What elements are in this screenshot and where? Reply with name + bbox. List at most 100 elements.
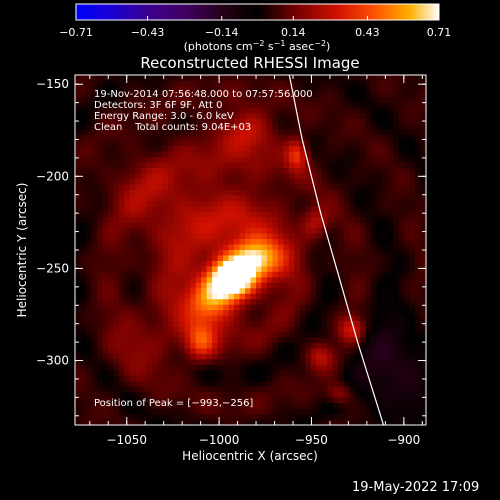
heatmap-cell	[223, 228, 230, 235]
heatmap-cell	[168, 386, 175, 393]
heatmap-cell	[404, 299, 411, 306]
heatmap-cell	[151, 310, 158, 317]
heatmap-cell	[146, 206, 153, 213]
heatmap-cell	[184, 217, 191, 224]
heatmap-cell	[250, 414, 257, 421]
heatmap-cell	[393, 228, 400, 235]
heatmap-cell	[173, 332, 180, 339]
heatmap-cell	[107, 370, 114, 377]
heatmap-cell	[234, 353, 241, 360]
heatmap-cell	[96, 146, 104, 153]
heatmap-cell	[168, 271, 175, 278]
heatmap-cell	[299, 299, 306, 306]
heatmap-cell	[354, 370, 361, 377]
heatmap-cell	[228, 222, 235, 229]
heatmap-cell	[201, 228, 208, 235]
heatmap-cell	[91, 326, 98, 333]
heatmap-cell	[245, 244, 252, 251]
heatmap-cell	[409, 293, 416, 300]
heatmap-cell	[305, 359, 312, 366]
heatmap-cell	[382, 217, 389, 224]
heatmap-cell	[140, 315, 147, 322]
heatmap-cell	[217, 91, 224, 98]
heatmap-cell	[360, 129, 367, 136]
heatmap-cell	[195, 91, 202, 98]
heatmap-cell	[266, 113, 274, 120]
heatmap-cell	[190, 364, 197, 371]
heatmap-cell	[283, 321, 290, 328]
heatmap-cell	[420, 260, 426, 268]
heatmap-cell	[124, 288, 131, 295]
heatmap-cell	[354, 342, 361, 350]
heatmap-cell	[151, 359, 158, 366]
heatmap-cell	[212, 326, 219, 333]
heatmap-cell	[157, 228, 164, 235]
heatmap-cell	[234, 342, 241, 350]
heatmap-cell	[206, 299, 213, 306]
heatmap-cell	[415, 293, 422, 300]
heatmap-cell	[217, 342, 224, 350]
heatmap-cell	[107, 288, 114, 295]
heatmap-cell	[272, 162, 279, 169]
heatmap-cell	[190, 244, 197, 251]
heatmap-cell	[228, 217, 235, 224]
heatmap-cell	[118, 189, 125, 196]
heatmap-cell	[91, 315, 98, 322]
heatmap-cell	[212, 348, 219, 355]
heatmap-cell	[310, 228, 317, 235]
heatmap-cell	[299, 392, 306, 399]
heatmap-cell	[316, 370, 323, 377]
heatmap-cell	[75, 129, 82, 136]
heatmap-cell	[217, 266, 224, 273]
heatmap-cell	[146, 217, 153, 224]
heatmap-cell	[393, 135, 400, 142]
heatmap-cell	[135, 282, 142, 289]
heatmap-cell	[228, 392, 235, 399]
heatmap-cell	[212, 293, 219, 300]
heatmap-cell	[382, 337, 389, 344]
heatmap-cell	[283, 414, 290, 421]
heatmap-cell	[376, 157, 383, 164]
heatmap-cell	[206, 102, 213, 109]
heatmap-cell	[371, 102, 378, 109]
heatmap-cell	[96, 392, 104, 399]
heatmap-cell	[343, 85, 350, 93]
heatmap-cell	[140, 167, 147, 175]
heatmap-cell	[250, 173, 257, 180]
heatmap-cell	[393, 80, 400, 87]
heatmap-cell	[415, 392, 422, 399]
heatmap-cell	[250, 266, 257, 273]
heatmap-cell	[349, 184, 356, 191]
heatmap-cell	[212, 419, 219, 425]
heatmap-cell	[129, 228, 136, 235]
heatmap-cell	[371, 233, 378, 240]
heatmap-cell	[382, 271, 389, 278]
heatmap-cell	[201, 260, 208, 268]
heatmap-cell	[201, 315, 208, 322]
heatmap-cell	[173, 342, 180, 350]
heatmap-cell	[321, 173, 328, 180]
heatmap-cell	[201, 195, 208, 202]
heatmap-cell	[393, 173, 400, 180]
heatmap-cell	[376, 397, 383, 404]
heatmap-cell	[310, 124, 317, 131]
heatmap-cell	[179, 277, 186, 284]
heatmap-cell	[96, 414, 104, 421]
heatmap-cell	[223, 146, 230, 153]
heatmap-cell	[376, 167, 383, 175]
heatmap-cell	[305, 129, 312, 136]
heatmap-cell	[107, 91, 114, 98]
heatmap-cell	[310, 118, 317, 125]
heatmap-cell	[272, 107, 279, 114]
heatmap-cell	[365, 255, 372, 262]
heatmap-cell	[102, 113, 109, 120]
heatmap-cell	[206, 255, 213, 262]
heatmap-cell	[168, 293, 175, 300]
heatmap-cell	[365, 167, 372, 175]
heatmap-cell	[212, 233, 219, 240]
heatmap-cell	[272, 118, 279, 125]
heatmap-cell	[173, 315, 180, 322]
heatmap-cell	[80, 206, 87, 213]
heatmap-cell	[360, 260, 367, 268]
heatmap-cell	[283, 250, 290, 257]
